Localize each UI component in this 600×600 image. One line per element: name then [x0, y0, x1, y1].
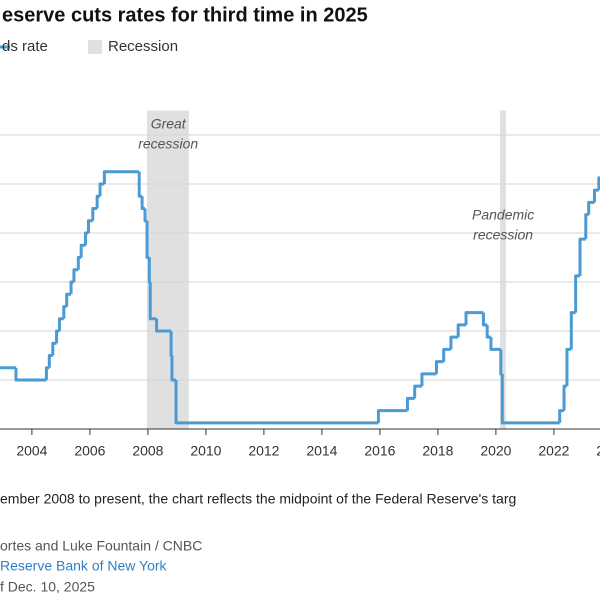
rate-line: [434, 360, 444, 374]
rate-line: [44, 366, 50, 380]
rate-line: [84, 231, 89, 246]
rate-line: [14, 367, 47, 382]
rate-line: [405, 396, 415, 411]
legend-label: Recession: [108, 38, 178, 55]
rate-line: [420, 372, 437, 387]
credit: ortes and Luke Fountain / CNBC: [0, 538, 202, 554]
legend-label: ds rate: [2, 38, 48, 55]
rate-line: [72, 268, 79, 282]
x-tick-label: 2004: [16, 443, 47, 459]
rate-line: [413, 384, 422, 399]
credit: f Dec. 10, 2025: [0, 579, 95, 595]
rate-line: [57, 317, 64, 331]
rate-line: [456, 323, 467, 338]
rate-line: [69, 280, 74, 295]
chart-title: eserve cuts rates for third time in 2025: [2, 4, 368, 26]
rate-line: [442, 347, 451, 362]
rate-line: [155, 318, 172, 333]
rate-line: [499, 349, 503, 376]
rate-line: [147, 257, 151, 284]
rate-line: [574, 274, 580, 313]
x-tick-label: 2008: [132, 443, 163, 459]
rate-line: [558, 409, 565, 423]
rate-line: [140, 196, 145, 210]
rate-line: [148, 282, 157, 321]
footnote: ember 2008 to present, the chart reflect…: [0, 491, 516, 507]
rate-line: [65, 292, 72, 307]
rate-line: [584, 213, 589, 240]
x-tick-label: 2018: [422, 443, 453, 459]
annotation: Pandemic: [472, 207, 534, 223]
recession-band: [147, 110, 189, 429]
rate-line: [562, 384, 567, 411]
source-link[interactable]: Reserve Bank of New York: [0, 558, 168, 574]
rate-line: [578, 237, 586, 276]
x-tick-label: 2016: [364, 443, 395, 459]
x-tick-label: 2024: [596, 443, 600, 459]
x-tick-label: 2014: [306, 443, 337, 459]
annotation: Great: [151, 116, 187, 132]
legend-swatch: [88, 40, 102, 54]
annotation: recession: [473, 227, 533, 243]
rate-line: [592, 188, 599, 203]
rate-line: [98, 182, 105, 197]
rate-line: [51, 341, 57, 356]
plot: 2004 2006 2008 2010 2012 2014 2016 2018 2020 2022…: [0, 110, 600, 459]
rate-line: [500, 373, 560, 425]
rate-line: [62, 305, 67, 319]
rate-line: [47, 354, 53, 368]
x-tick-label: 2006: [74, 443, 105, 459]
rate-line: [102, 170, 140, 184]
rate-line: [91, 207, 98, 221]
rate-line: [587, 200, 595, 215]
rate-line: [174, 380, 379, 425]
rate-line: [143, 208, 148, 223]
rate-line: [169, 331, 173, 357]
rate-line: [481, 312, 488, 327]
x-tick-label: 2022: [538, 443, 569, 459]
rate-line: [449, 335, 459, 350]
rate-line: [76, 256, 82, 270]
rate-line: [55, 329, 60, 344]
rate-line: [86, 219, 93, 233]
rate-line: [95, 194, 101, 209]
rate-line: [565, 347, 572, 387]
x-tick-label: 2010: [190, 443, 221, 459]
rate-line: [79, 243, 86, 258]
rate-line: [464, 311, 484, 325]
recession-band: [499, 110, 507, 429]
annotation: recession: [138, 136, 198, 152]
rate-line: [376, 409, 408, 423]
x-tick-label: 2020: [480, 443, 511, 459]
x-tick-label: 2012: [248, 443, 279, 459]
rate-line: [489, 337, 501, 351]
